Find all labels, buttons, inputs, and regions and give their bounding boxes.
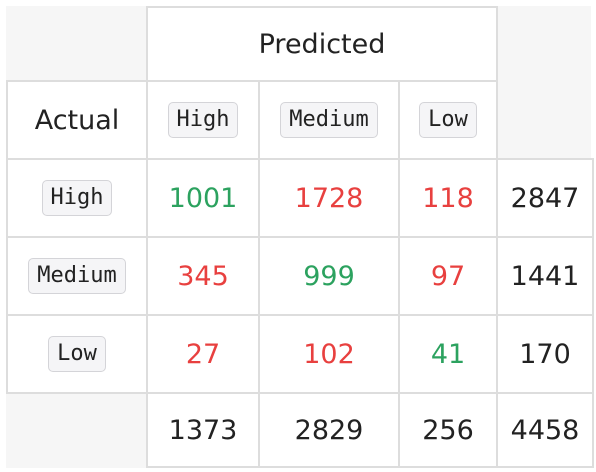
- grid-line: [6, 80, 497, 82]
- grid-line: [258, 80, 260, 468]
- grid-line: [496, 6, 498, 468]
- footer-left-blank-cell: [6, 393, 147, 468]
- matrix-cell: 1728: [294, 182, 364, 214]
- row-label-badge: Low: [48, 335, 106, 373]
- column-label-badge: Medium: [280, 101, 378, 139]
- matrix-cell: 118: [422, 182, 474, 214]
- matrix-cell: 102: [303, 338, 355, 370]
- matrix-cell: 27: [185, 338, 221, 370]
- row-header-high: High: [8, 160, 146, 236]
- grid-line: [6, 80, 8, 392]
- column-label-badge: High: [167, 101, 239, 139]
- row-total: 170: [519, 338, 571, 370]
- grid-line: [6, 158, 593, 160]
- header-right-blank-cell: [497, 6, 591, 159]
- grid-line: [146, 6, 148, 468]
- grid-line: [6, 236, 593, 238]
- grid-line: [398, 80, 400, 468]
- actual-header: Actual: [34, 104, 120, 136]
- row-label-badge: High: [41, 179, 113, 217]
- matrix-cell: 41: [430, 338, 466, 370]
- matrix-cell: 1001: [168, 182, 238, 214]
- row-label-badge: Medium: [28, 257, 126, 295]
- row-total: 1441: [510, 260, 580, 292]
- predicted-header: Predicted: [258, 28, 386, 60]
- matrix-cell: 345: [177, 260, 229, 292]
- matrix-cell: 999: [303, 260, 355, 292]
- column-label-badge: Low: [419, 101, 477, 139]
- grid-line: [6, 392, 593, 394]
- matrix-cell: 97: [430, 260, 466, 292]
- grid-line: [147, 466, 593, 468]
- grid-line: [6, 314, 593, 316]
- column-header-medium: Medium: [260, 82, 398, 158]
- row-header-low: Low: [8, 316, 146, 392]
- column-header-low: Low: [400, 82, 496, 158]
- column-header-high: High: [148, 82, 258, 158]
- grid-line: [592, 158, 594, 468]
- column-total: 256: [422, 414, 474, 446]
- grid-line: [147, 6, 497, 8]
- corner-blank-cell: [6, 6, 147, 81]
- row-total: 2847: [510, 182, 580, 214]
- column-total: 1373: [168, 414, 238, 446]
- grand-total: 4458: [510, 414, 580, 446]
- column-total: 2829: [294, 414, 364, 446]
- row-header-medium: Medium: [8, 238, 146, 314]
